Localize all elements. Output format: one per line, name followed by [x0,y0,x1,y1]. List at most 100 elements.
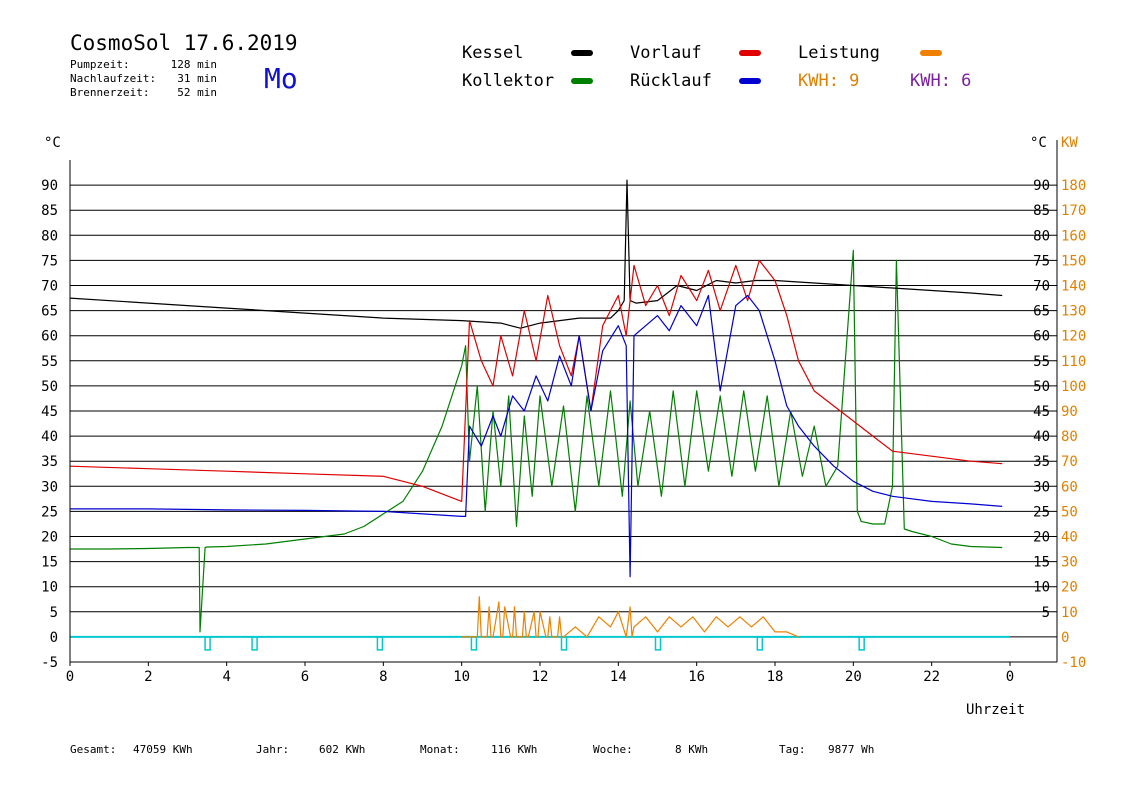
y2-tick-label: 170 [1061,203,1086,219]
stat-label-nachlaufzeit: Nachlaufzeit: [70,72,156,85]
pump-marker [654,636,662,651]
pump-marker [560,636,568,651]
pump-marker [376,636,384,651]
x-tick-label: 10 [453,669,470,685]
y-tick-label-right: 25 [1033,504,1050,520]
x-tick-label: 20 [845,669,862,685]
y-tick-label-right: 40 [1033,429,1050,445]
stat-value-brennerzeit: 52 min [177,86,217,99]
y2-tick-label: 130 [1061,304,1086,320]
y-tick-label: 10 [41,580,58,596]
y-tick-label-right: 5 [1042,605,1050,621]
footer-value-jahr: 602 KWh [319,743,365,756]
x-tick-label: 14 [610,669,627,685]
y-tick-label: 15 [41,555,58,571]
y-tick-label-right: 10 [1033,580,1050,596]
stat-value-nachlaufzeit: 31 min [177,72,217,85]
y-tick-label: 75 [41,253,58,269]
y2-tick-label: 50 [1061,504,1078,520]
y2-tick-label: 160 [1061,228,1086,244]
right2-axis-unit: KW [1061,135,1078,151]
footer-value-tag: 9877 Wh [828,743,874,756]
y-tick-label-right: 50 [1033,379,1050,395]
x-tick-label: 18 [767,669,784,685]
y-tick-label: 20 [41,530,58,546]
legend-label-kessel: Kessel [462,43,523,63]
stats-block: Pumpzeit: 128 min Nachlaufzeit: 31 min B… [70,58,217,99]
series-line-vorlauf [69,259,1003,502]
footer-label-tag: Tag: [779,743,806,756]
stat-value-pumpzeit: 128 min [171,58,217,71]
y2-tick-label: 90 [1061,404,1078,420]
footer-value-gesamt: 47059 KWh [133,743,193,756]
legend-kwh-orange: KWH: 9 [798,71,859,91]
legend-label-kollektor: Kollektor [462,71,554,91]
pump-markers [70,635,1010,651]
y2-tick-label: 20 [1061,580,1078,596]
chart-title: CosmoSol 17.6.2019 [70,31,298,55]
y-tick-label-right: 60 [1033,329,1050,345]
y-tick-label-right: 45 [1033,404,1050,420]
legend-swatch-leistung [920,50,942,56]
footer-label-gesamt: Gesamt: [70,743,116,756]
stat-label-pumpzeit: Pumpzeit: [70,58,130,71]
y2-tick-labels: -10 0 10 20 30 40 50 60 70 80 90 100 110 120 130 140 150… [1061,178,1086,671]
y2-tick-label: 110 [1061,354,1086,370]
legend-swatch-kessel [571,50,593,56]
series-line-ruecklauf [70,294,1003,578]
pump-marker [756,636,764,651]
pump-marker [470,636,478,651]
y-tick-label-right: 55 [1033,354,1050,370]
y-tick-label-right: 85 [1033,203,1050,219]
x-tick-label: 0 [1006,669,1014,685]
y2-tick-label: 150 [1061,253,1086,269]
y-tick-label: 90 [41,178,58,194]
x-tick-label: 6 [301,669,309,685]
weekday-label: Mo [264,62,298,95]
legend: Kessel Vorlauf Leistung Kollektor Rückla… [462,43,971,91]
y-tick-label-right: 30 [1033,479,1050,495]
y-tick-labels-right: 5 10 15 20 25 30 35 40 45 50 55 60 65 70 75 80 85 90 [1033,178,1050,621]
y-tick-label-right: 20 [1033,530,1050,546]
y-tick-label: 85 [41,203,58,219]
y-tick-label-right: 90 [1033,178,1050,194]
y-tick-label-right: 65 [1033,304,1050,320]
y-tick-label: 50 [41,379,58,395]
y-tick-labels-left: -5 0 5 10 15 20 25 30 35 40 45 50 55 60 65 70 75 80 85 90 [41,178,58,671]
series-line-kessel [69,179,1003,329]
y-tick-label: 45 [41,404,58,420]
pump-marker [204,636,211,651]
y-tick-label: 70 [41,279,58,295]
legend-label-leistung: Leistung [798,43,880,63]
footer-value-monat: 116 KWh [491,743,537,756]
x-tick-label: 16 [688,669,705,685]
y-tick-label-right: 80 [1033,228,1050,244]
y2-tick-label: 80 [1061,429,1078,445]
y-tick-label-right: 35 [1033,454,1050,470]
grid-lines [70,184,1057,638]
y-tick-label: 25 [41,504,58,520]
y-tick-label: 30 [41,479,58,495]
series-lines [69,179,1003,638]
legend-swatch-kollektor [571,78,593,84]
footer-label-jahr: Jahr: [256,743,289,756]
y-tick-label-right: 75 [1033,253,1050,269]
legend-swatch-vorlauf [739,50,761,56]
footer-value-woche: 8 KWh [675,743,708,756]
y2-tick-label: 120 [1061,329,1086,345]
y2-tick-label: -10 [1061,655,1086,671]
y-tick-label: 40 [41,429,58,445]
footer-label-woche: Woche: [593,743,633,756]
header: CosmoSol 17.6.2019 Pumpzeit: 128 min Nac… [70,31,298,99]
y2-tick-label: 10 [1061,605,1078,621]
legend-swatch-ruecklauf [739,78,761,84]
pump-marker [251,636,258,651]
y2-tick-label: 60 [1061,479,1078,495]
y-tick-label-right: 70 [1033,279,1050,295]
y-tick-label-right: 15 [1033,555,1050,571]
y2-tick-label: 30 [1061,555,1078,571]
footer-label-monat: Monat: [420,743,460,756]
right-axis-unit: °C [1030,135,1047,151]
y-tick-label: -5 [41,655,58,671]
